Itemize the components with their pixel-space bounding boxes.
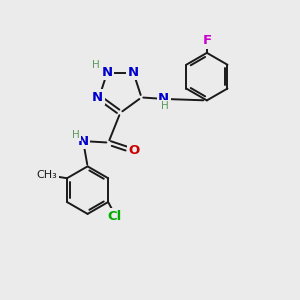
Text: F: F: [202, 34, 212, 47]
Text: H: H: [161, 101, 169, 111]
Text: CH₃: CH₃: [37, 170, 58, 180]
Text: N: N: [92, 91, 103, 104]
Text: N: N: [158, 92, 169, 105]
Text: H: H: [72, 130, 80, 140]
Text: N: N: [78, 135, 89, 148]
Text: H: H: [92, 60, 100, 70]
Text: Cl: Cl: [107, 210, 121, 223]
Text: N: N: [128, 66, 139, 79]
Text: N: N: [102, 66, 113, 79]
Text: O: O: [128, 143, 139, 157]
